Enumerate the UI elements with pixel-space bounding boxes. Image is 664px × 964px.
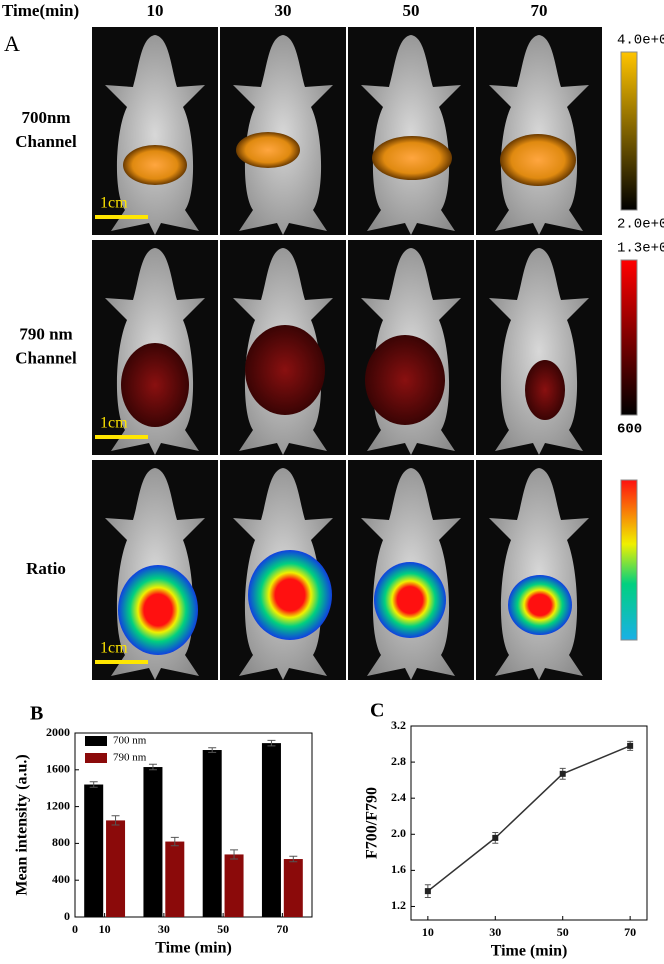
x-tick-label: 70 xyxy=(276,922,288,936)
scale-bar xyxy=(95,215,148,219)
bar xyxy=(106,820,126,917)
x-tick-label: 0 xyxy=(72,922,78,936)
signal xyxy=(500,134,576,186)
marker xyxy=(627,742,634,749)
error-bar xyxy=(208,747,217,753)
row-label: Channel xyxy=(15,348,77,367)
y-tick-label: 800 xyxy=(52,835,70,849)
scale-bar-label: 1cm xyxy=(100,640,128,657)
y-axis-label: F700/F790 xyxy=(364,787,381,859)
y-tick-label: 0 xyxy=(64,909,70,923)
signal xyxy=(248,550,332,640)
y-tick-label: 1.2 xyxy=(391,898,406,912)
y-tick-label: 2000 xyxy=(46,725,70,739)
error-bar xyxy=(267,739,276,747)
x-tick-label: 30 xyxy=(489,925,501,939)
colorbar xyxy=(620,479,638,641)
signal xyxy=(123,145,187,185)
colorbar-min: 600 xyxy=(617,422,642,438)
x-tick-label: 50 xyxy=(217,922,229,936)
colorbar xyxy=(620,51,638,211)
scale-bar xyxy=(95,435,148,439)
legend-swatch xyxy=(85,736,107,746)
row-label: 700nm xyxy=(21,108,70,127)
signal xyxy=(118,565,198,655)
time-label: 50 xyxy=(403,1,420,20)
bar xyxy=(165,841,185,917)
signal xyxy=(365,335,445,425)
error-bar xyxy=(111,815,120,826)
row-label: Channel xyxy=(15,132,77,151)
colorbar-max: 1.3e+003 xyxy=(617,241,664,257)
row-label: Ratio xyxy=(26,559,66,578)
marker xyxy=(492,834,499,841)
error-bar xyxy=(89,781,98,788)
time-label: 30 xyxy=(275,1,292,20)
x-tick-label: 10 xyxy=(422,925,434,939)
error-bar xyxy=(148,763,157,771)
error-bar xyxy=(230,849,239,860)
y-tick-label: 2.4 xyxy=(391,790,406,804)
time-label: 70 xyxy=(531,1,548,20)
x-tick-label: 50 xyxy=(557,925,569,939)
bar xyxy=(224,854,244,917)
panel-label: B xyxy=(30,703,43,725)
x-axis-label: Time (min) xyxy=(491,943,568,960)
y-tick-label: 3.2 xyxy=(391,718,406,732)
bar xyxy=(283,859,303,917)
y-tick-label: 2.0 xyxy=(391,826,406,840)
x-tick-label: 10 xyxy=(99,922,111,936)
signal xyxy=(525,360,565,420)
time-label: 10 xyxy=(147,1,164,20)
y-tick-label: 1600 xyxy=(46,762,70,776)
scale-bar-label: 1cm xyxy=(100,195,128,212)
time-header: Time(min) xyxy=(2,1,79,20)
mouse xyxy=(489,468,589,680)
legend-label: 700 nm xyxy=(113,735,147,747)
y-axis-label: Mean intensity (a.u.) xyxy=(14,754,31,895)
bar xyxy=(84,784,104,917)
signal xyxy=(508,575,572,635)
error-bar xyxy=(170,836,179,847)
x-tick-label: 70 xyxy=(624,925,636,939)
y-tick-label: 2.8 xyxy=(391,754,406,768)
signal xyxy=(245,325,325,415)
scale-bar xyxy=(95,660,148,664)
marker xyxy=(424,888,431,895)
y-tick-label: 400 xyxy=(52,872,70,886)
marker xyxy=(559,770,566,777)
bar xyxy=(261,743,281,917)
legend-swatch xyxy=(85,753,107,763)
y-tick-label: 1.6 xyxy=(391,862,406,876)
signal xyxy=(236,132,300,168)
colorbar-min: 2.0e+003 xyxy=(617,217,664,233)
plot-frame xyxy=(74,732,313,918)
error-bar xyxy=(289,855,298,863)
mouse xyxy=(361,35,461,235)
signal xyxy=(374,562,446,638)
x-tick-label: 30 xyxy=(158,922,170,936)
mouse xyxy=(489,248,589,455)
colorbar xyxy=(620,259,638,416)
legend-label: 790 nm xyxy=(113,752,147,764)
scale-bar-label: 1cm xyxy=(100,415,128,432)
panel-label: C xyxy=(370,700,384,722)
x-axis-label: Time (min) xyxy=(155,940,232,957)
row-label: 790 nm xyxy=(19,324,72,343)
plot-frame xyxy=(410,725,648,921)
y-tick-label: 1200 xyxy=(46,798,70,812)
panel-label: A xyxy=(4,31,20,56)
line xyxy=(427,745,631,892)
signal xyxy=(121,343,189,427)
signal xyxy=(372,136,452,180)
colorbar-max: 4.0e+003 xyxy=(617,33,664,49)
bar xyxy=(143,767,163,917)
bar xyxy=(202,750,222,917)
mouse xyxy=(105,35,205,235)
